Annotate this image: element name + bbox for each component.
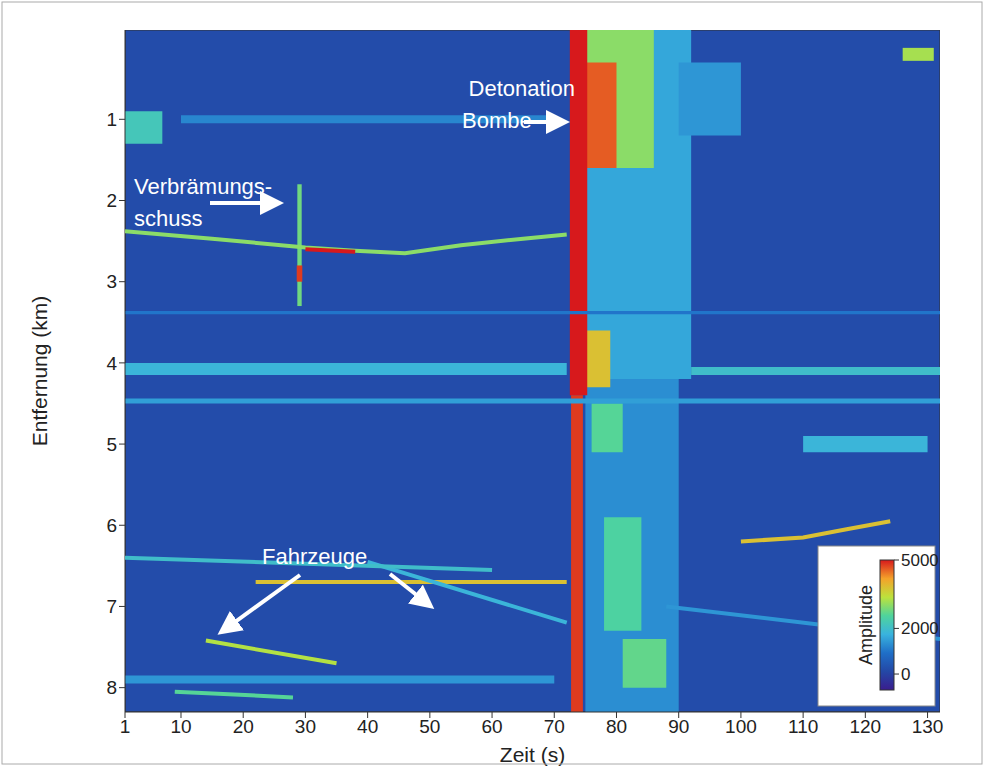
- svg-text:4: 4: [106, 353, 117, 374]
- svg-text:Bombe: Bombe: [462, 108, 532, 133]
- svg-text:5000: 5000: [901, 551, 939, 570]
- svg-text:70: 70: [544, 716, 565, 737]
- svg-text:5: 5: [106, 434, 117, 455]
- svg-text:0: 0: [901, 665, 910, 684]
- svg-text:20: 20: [233, 716, 254, 737]
- svg-text:50: 50: [419, 716, 440, 737]
- svg-text:60: 60: [481, 716, 502, 737]
- svg-text:Zeit (s): Zeit (s): [500, 743, 565, 766]
- svg-text:Fahrzeuge: Fahrzeuge: [262, 544, 367, 569]
- svg-text:10: 10: [170, 716, 191, 737]
- svg-text:80: 80: [606, 716, 627, 737]
- svg-text:1: 1: [120, 716, 131, 737]
- svg-text:2000: 2000: [901, 619, 939, 638]
- svg-text:Amplitude: Amplitude: [856, 585, 876, 665]
- svg-text:7: 7: [106, 596, 117, 617]
- svg-text:Entfernung (km): Entfernung (km): [28, 296, 51, 447]
- svg-text:Verbrämungs-: Verbrämungs-: [134, 174, 272, 199]
- svg-text:schuss: schuss: [134, 206, 202, 231]
- svg-text:30: 30: [295, 716, 316, 737]
- svg-text:120: 120: [849, 716, 881, 737]
- svg-text:2: 2: [106, 190, 117, 211]
- svg-text:90: 90: [668, 716, 689, 737]
- svg-text:6: 6: [106, 515, 117, 536]
- svg-text:40: 40: [357, 716, 378, 737]
- svg-text:110: 110: [788, 716, 818, 737]
- svg-text:100: 100: [725, 716, 757, 737]
- svg-text:1: 1: [106, 109, 117, 130]
- svg-text:Detonation: Detonation: [469, 76, 575, 101]
- svg-text:8: 8: [106, 677, 117, 698]
- svg-text:130: 130: [912, 716, 944, 737]
- svg-text:3: 3: [106, 271, 117, 292]
